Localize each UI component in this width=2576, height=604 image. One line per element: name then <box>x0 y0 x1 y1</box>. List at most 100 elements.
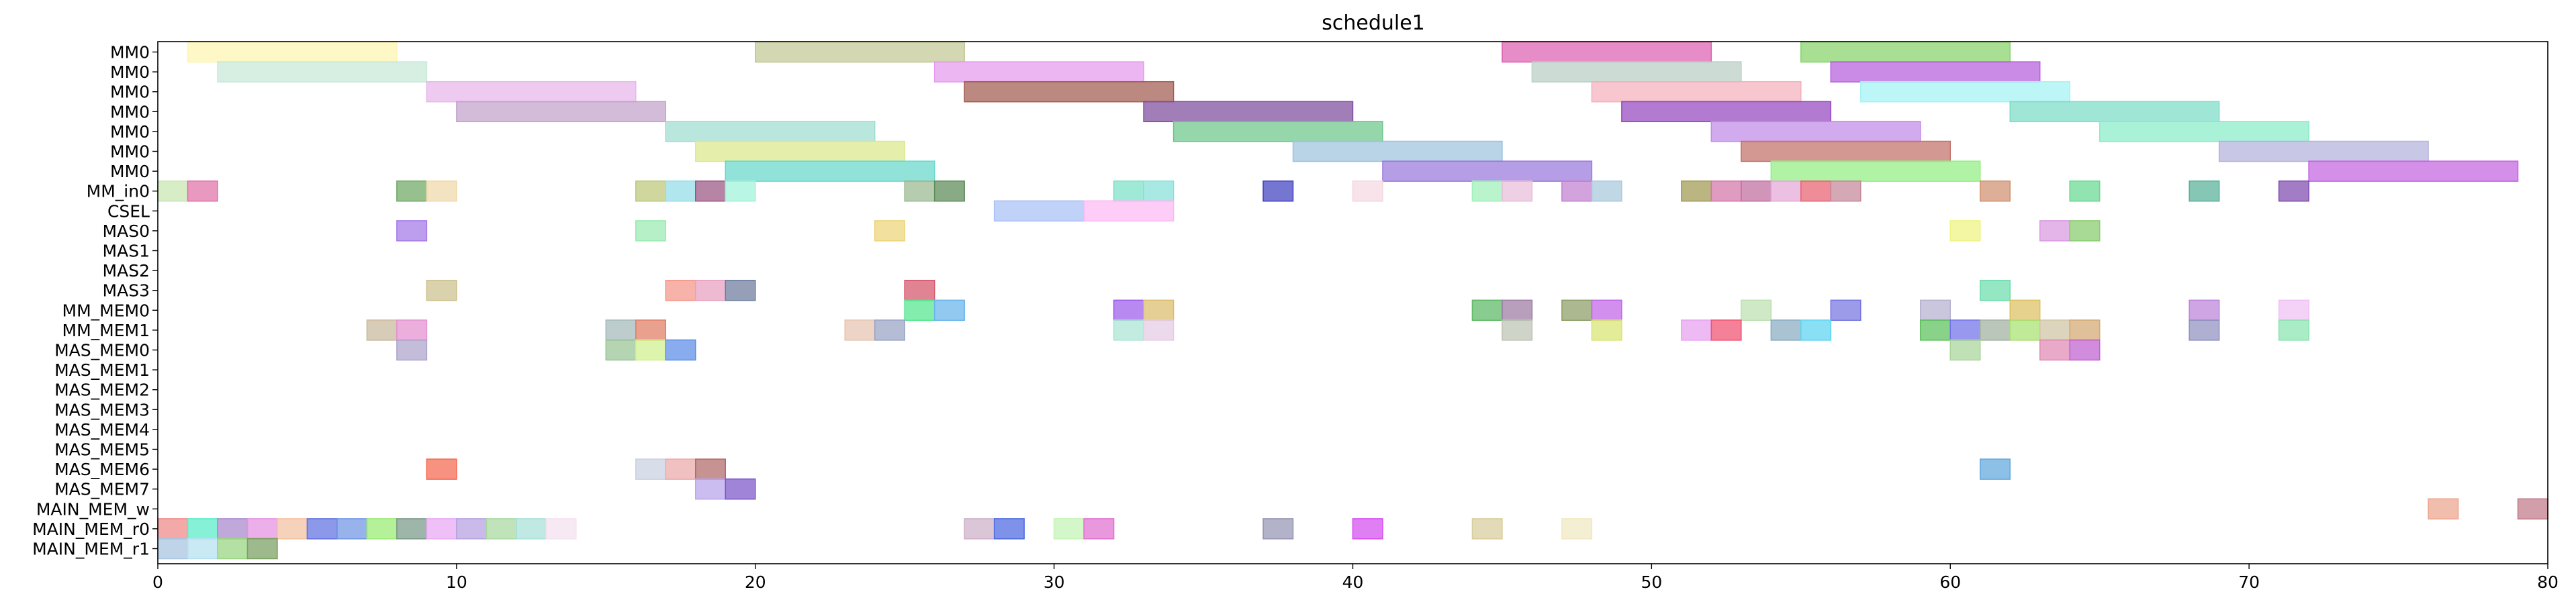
gantt-bar <box>995 201 1084 221</box>
bars-layer <box>158 42 2548 559</box>
gantt-bar <box>1831 300 1860 320</box>
gantt-bar <box>397 181 426 201</box>
y-tick-label: CSEL <box>107 201 150 221</box>
gantt-bar <box>1950 320 1980 340</box>
y-tick-label: MAS_MEM4 <box>54 420 150 440</box>
gantt-bar <box>1383 161 1592 181</box>
gantt-bar <box>875 221 905 241</box>
y-tick-label: MAS_MEM3 <box>54 400 150 419</box>
gantt-bar <box>935 62 1144 82</box>
gantt-bar <box>1144 300 1173 320</box>
y-tick-label: MAS0 <box>103 221 150 241</box>
gantt-bar <box>1980 181 2010 201</box>
gantt-bar <box>247 519 277 539</box>
gantt-bar <box>307 519 336 539</box>
gantt-bar <box>426 181 456 201</box>
gantt-bar <box>905 181 934 201</box>
gantt-bar <box>1562 181 1592 201</box>
y-tick-label: MM0 <box>110 142 150 162</box>
gantt-bar <box>964 519 994 539</box>
gantt-bar <box>426 281 456 301</box>
y-tick-label: MAS_MEM2 <box>54 381 150 400</box>
gantt-bar <box>187 519 217 539</box>
y-tick-label: MAS_MEM0 <box>54 341 150 360</box>
chart-title: schedule1 <box>1322 11 1425 35</box>
y-tick-label: MAIN_MEM_w <box>36 499 150 519</box>
gantt-bar <box>158 181 187 201</box>
gantt-bar <box>665 181 695 201</box>
x-tick-label: 20 <box>745 572 766 592</box>
gantt-bar <box>725 479 755 499</box>
gantt-bar <box>1801 42 2010 62</box>
gantt-bar <box>426 459 456 479</box>
gantt-bar <box>1502 181 1532 201</box>
gantt-bar <box>636 221 665 241</box>
y-tick-label: MAS_MEM5 <box>54 440 150 460</box>
gantt-bar <box>636 320 665 340</box>
x-axis: 0 10 20 30 40 50 60 70 80 <box>152 564 2559 592</box>
gantt-bar <box>2010 320 2039 340</box>
gantt-bar <box>2189 181 2219 201</box>
gantt-bar <box>1502 42 1711 62</box>
gantt-bar <box>606 320 635 340</box>
gantt-bar <box>665 340 695 360</box>
gantt-bar <box>696 281 725 301</box>
gantt-bar <box>1084 519 1113 539</box>
gantt-bar <box>935 181 964 201</box>
y-tick-label: MAS_MEM6 <box>54 460 150 479</box>
gantt-bar <box>1532 62 1741 82</box>
gantt-bar <box>696 181 725 201</box>
gantt-bar <box>457 101 665 121</box>
gantt-bar <box>367 320 396 340</box>
gantt-bar <box>1711 320 1741 340</box>
gantt-bar <box>1353 181 1383 201</box>
gantt-bar <box>187 539 217 559</box>
y-tick-label: MM0 <box>110 122 150 142</box>
x-tick-label: 80 <box>2537 572 2559 592</box>
gantt-bar <box>1950 340 1980 360</box>
gantt-bar <box>1263 181 1293 201</box>
y-tick-label: MM0 <box>110 83 150 102</box>
gantt-bar <box>397 519 426 539</box>
y-tick-label: MAS2 <box>103 261 150 281</box>
gantt-bar <box>2070 221 2099 241</box>
gantt-bar <box>2070 181 2099 201</box>
gantt-bar <box>367 519 396 539</box>
y-tick-label: MM0 <box>110 43 150 62</box>
gantt-bar <box>2040 340 2070 360</box>
gantt-bar <box>397 340 426 360</box>
gantt-bar <box>696 479 725 499</box>
gantt-bar <box>1980 459 2010 479</box>
gantt-bar <box>337 519 367 539</box>
y-tick-label: MAS1 <box>103 242 150 261</box>
gantt-bar <box>696 459 725 479</box>
gantt-bar <box>725 281 755 301</box>
y-tick-label: MAS_MEM1 <box>54 360 150 380</box>
x-tick-label: 50 <box>1641 572 1662 592</box>
gantt-bar <box>1711 121 1920 142</box>
gantt-bar <box>426 519 456 539</box>
gantt-bar <box>1084 201 1173 221</box>
gantt-bar <box>1562 519 1592 539</box>
gantt-bar <box>1592 181 1621 201</box>
gantt-bar <box>2070 340 2099 360</box>
gantt-bar <box>2040 221 2070 241</box>
gantt-bar <box>995 519 1024 539</box>
gantt-bar <box>1771 320 1800 340</box>
y-tick-label: MM0 <box>110 162 150 181</box>
gantt-bar <box>1801 320 1831 340</box>
y-tick-label: MM_in0 <box>87 182 150 201</box>
y-tick-label: MAS_MEM7 <box>54 480 150 499</box>
gantt-bar <box>546 519 576 539</box>
gantt-bar <box>2279 320 2309 340</box>
gantt-bar <box>277 519 307 539</box>
gantt-bar <box>1263 519 1293 539</box>
gantt-bar <box>1502 320 1532 340</box>
gantt-bar <box>1741 181 1771 201</box>
y-tick-label: MAIN_MEM_r1 <box>32 540 150 559</box>
y-tick-label: MAIN_MEM_r0 <box>32 519 150 539</box>
x-tick-label: 30 <box>1044 572 1065 592</box>
gantt-bar <box>218 62 426 82</box>
gantt-bar <box>1622 101 1831 121</box>
gantt-bar <box>1741 300 1771 320</box>
